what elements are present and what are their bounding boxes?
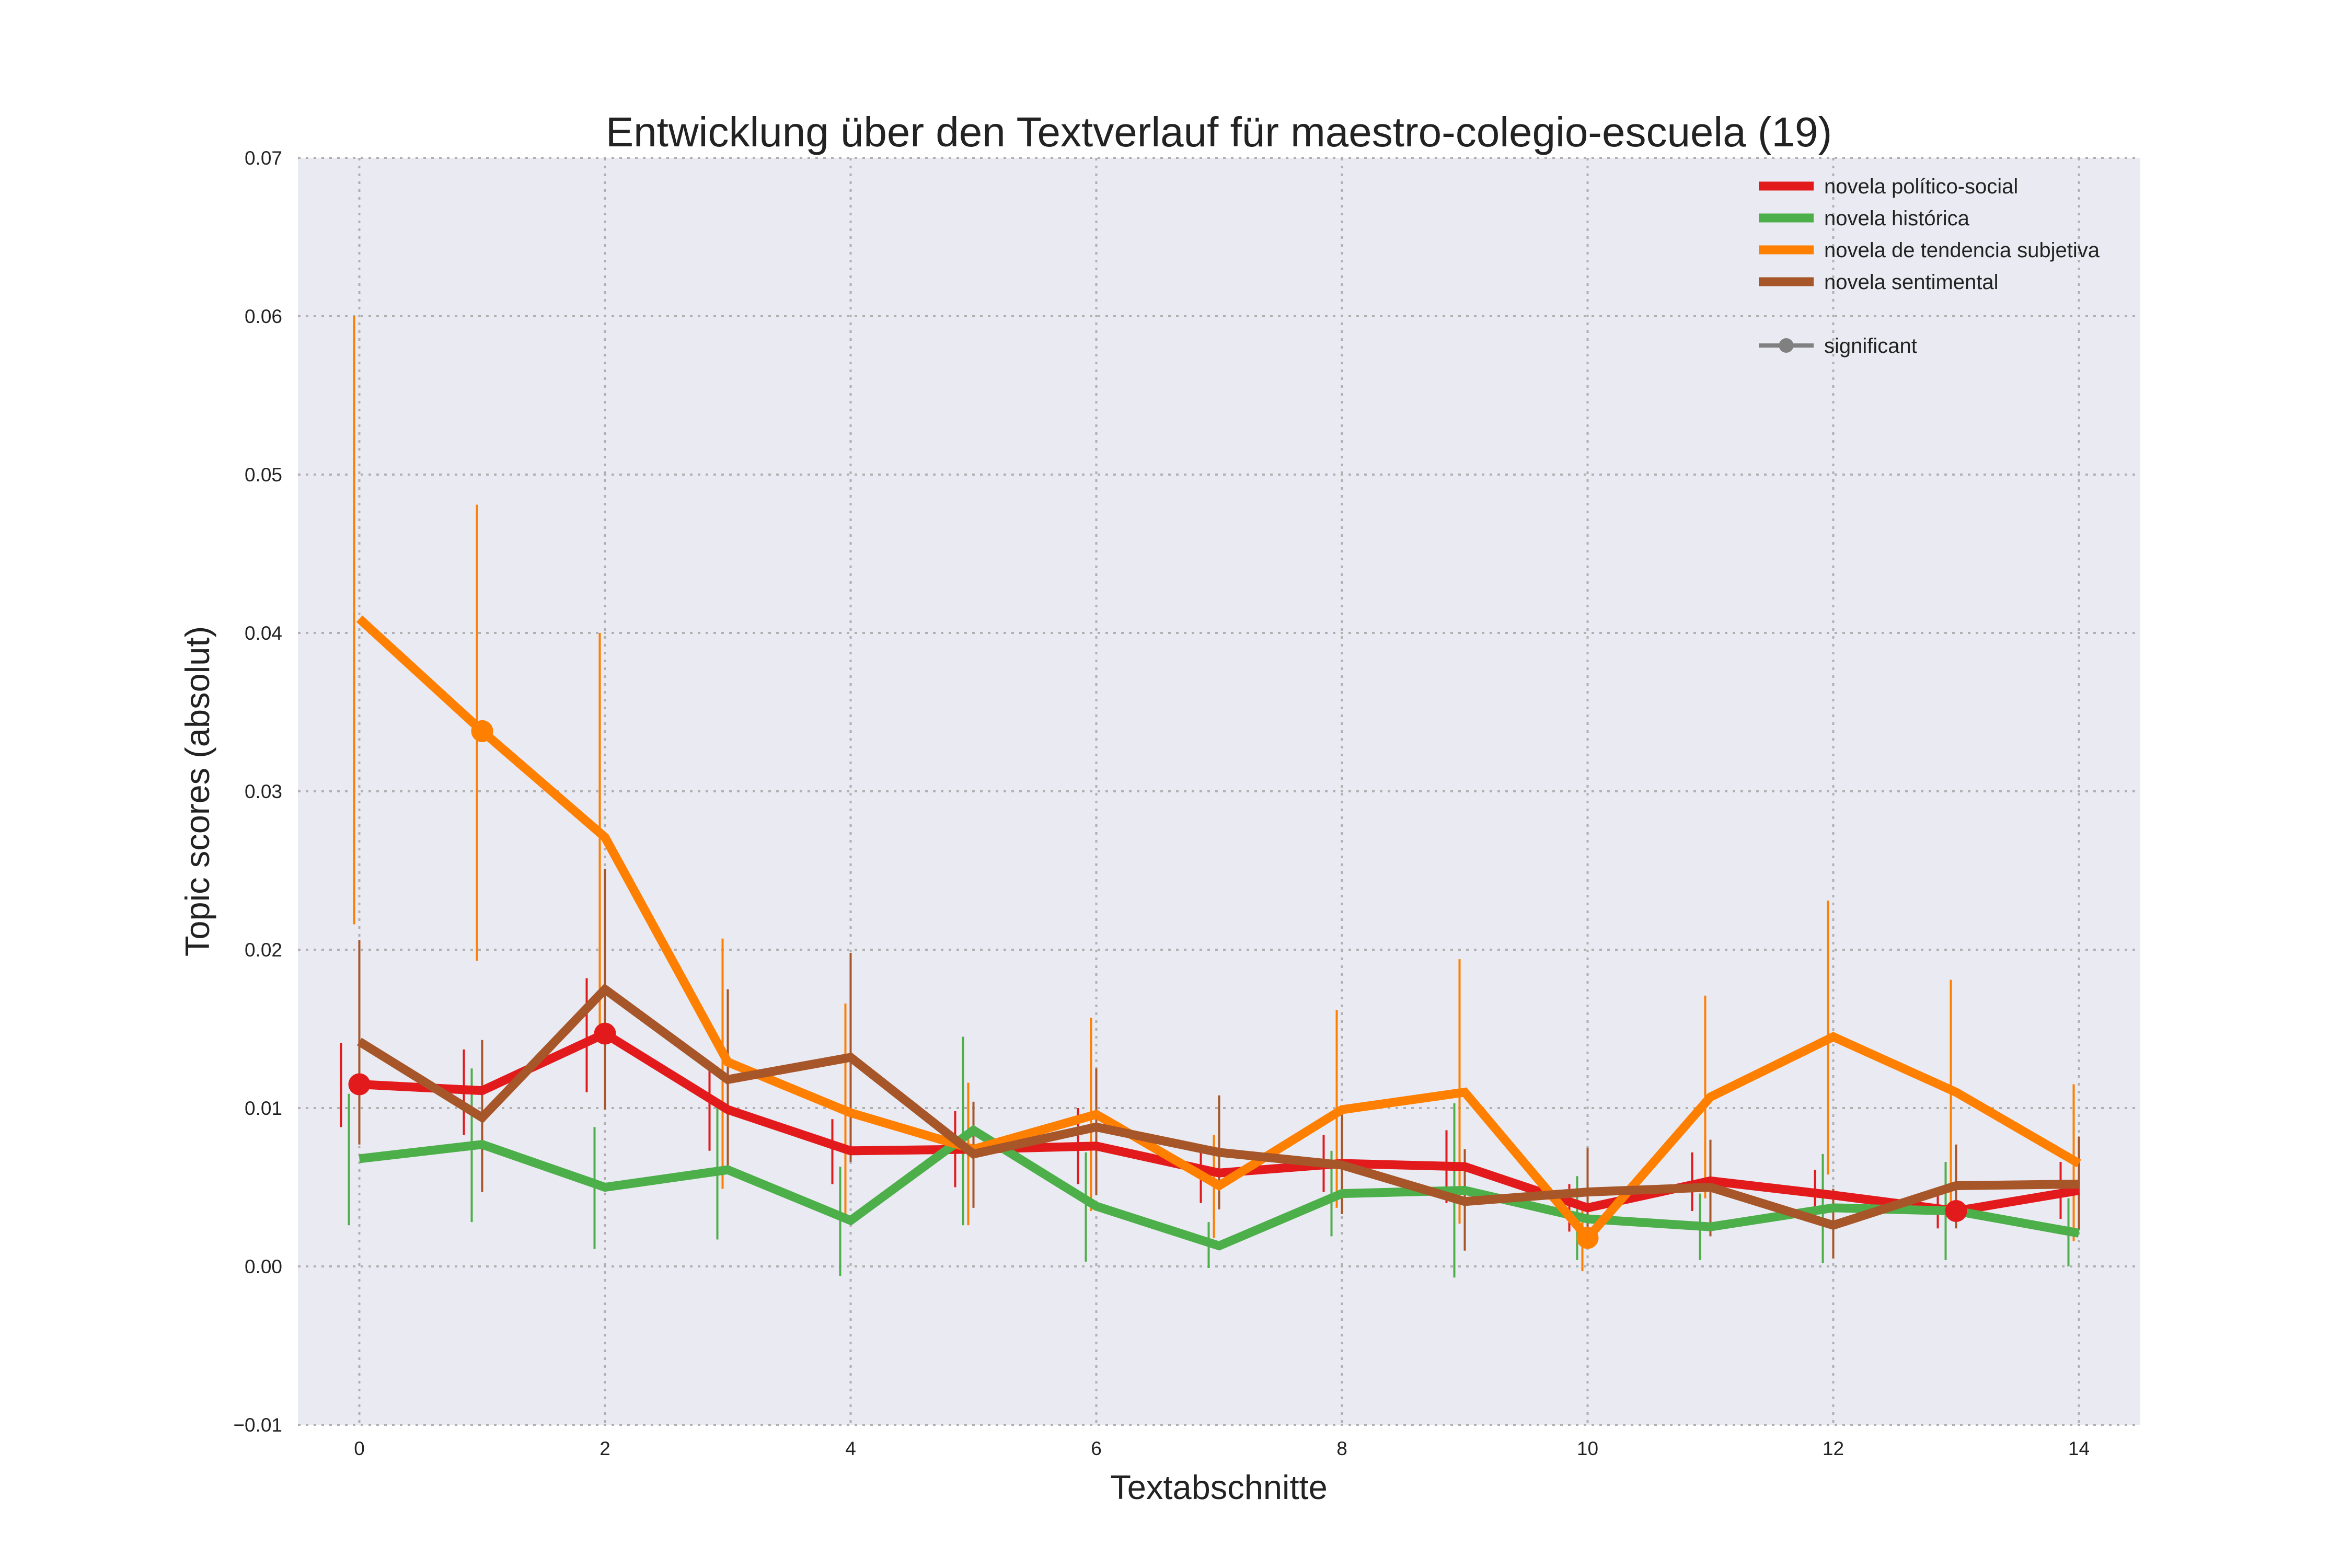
series-4-line	[357, 983, 2079, 1230]
y-tick-label: 0.06	[245, 306, 282, 327]
legend-label: novela histórica	[1824, 207, 1970, 230]
y-tick-label: 0.05	[245, 464, 282, 486]
series-lines	[356, 615, 2081, 1251]
x-axis-title: Textabschnitte	[1110, 1468, 1328, 1506]
legend-significant-marker	[1779, 338, 1794, 353]
series-3-line	[356, 615, 2081, 1245]
series-1-line	[359, 1028, 2080, 1216]
y-tick-label: 0.03	[245, 781, 282, 802]
series-1-significant-point	[1945, 1200, 1967, 1222]
y-tick-label: 0.02	[245, 939, 282, 961]
x-tick-label: 14	[2068, 1438, 2090, 1459]
y-tick-label: 0.04	[245, 622, 282, 644]
y-tick-label: −0.01	[233, 1414, 282, 1436]
y-axis-title: Topic scores (absolut)	[178, 626, 216, 956]
y-tick-label: 0.00	[245, 1256, 282, 1277]
legend-label: novela político-social	[1824, 175, 2018, 198]
x-tick-label: 0	[354, 1438, 365, 1459]
series-1-significant-point	[594, 1022, 616, 1045]
x-tick-label: 8	[1336, 1438, 1347, 1459]
series-3-significant-point	[1576, 1227, 1599, 1249]
tick-labels: 0 2 4 6 8 10 12 14 −0.01 0.00 0.01 0.02 0.03 0.04 0.05…	[233, 147, 2090, 1459]
y-tick-label: 0.01	[245, 1098, 282, 1119]
x-tick-label: 4	[845, 1438, 856, 1459]
x-tick-label: 12	[1823, 1438, 1844, 1459]
x-tick-label: 10	[1577, 1438, 1598, 1459]
legend: novela político-social novela histórica no…	[1759, 175, 2100, 358]
x-tick-label: 2	[599, 1438, 610, 1459]
legend-label: novela sentimental	[1824, 271, 1999, 294]
legend-label: novela de tendencia subjetiva	[1824, 239, 2100, 262]
chart-title: Entwicklung über den Textverlauf für mae…	[606, 109, 1832, 155]
significance-markers	[348, 720, 1967, 1249]
legend-significant-label: significant	[1824, 335, 1917, 358]
y-tick-label: 0.07	[245, 147, 282, 169]
series-3-significant-point	[471, 720, 493, 742]
x-tick-label: 6	[1091, 1438, 1102, 1459]
series-1-significant-point	[348, 1073, 371, 1096]
